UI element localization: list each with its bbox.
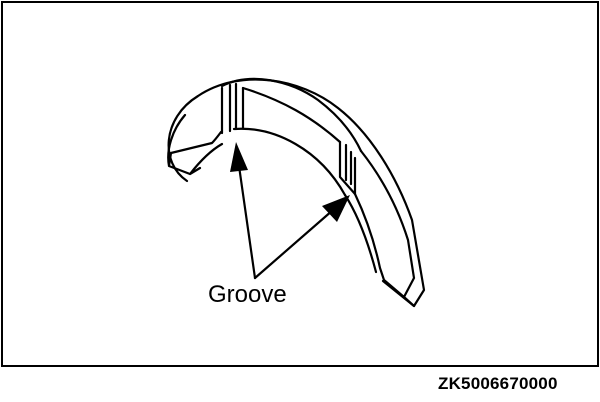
bearing-right-end bbox=[343, 193, 378, 274]
groove-callout-label: Groove bbox=[208, 281, 287, 308]
bearing-rim-inner-line bbox=[241, 86, 342, 144]
arrowhead-left bbox=[230, 142, 248, 172]
bearing-top-rim bbox=[220, 77, 363, 153]
groove-right bbox=[338, 140, 357, 196]
figure-reference-code: ZK5006670000 bbox=[438, 374, 558, 393]
groove-left bbox=[220, 82, 245, 135]
figure-frame bbox=[1, 1, 599, 367]
arrowhead-right bbox=[322, 195, 350, 222]
bearing-left-end bbox=[167, 113, 224, 176]
bearing-inner-face bbox=[232, 127, 347, 197]
bearing-outer-edge bbox=[167, 78, 426, 308]
bearing-left-end-thickness bbox=[169, 130, 223, 155]
bearing-right-side bbox=[353, 149, 416, 308]
arrow-line-right bbox=[253, 208, 335, 280]
arrow-line-left bbox=[237, 164, 257, 280]
